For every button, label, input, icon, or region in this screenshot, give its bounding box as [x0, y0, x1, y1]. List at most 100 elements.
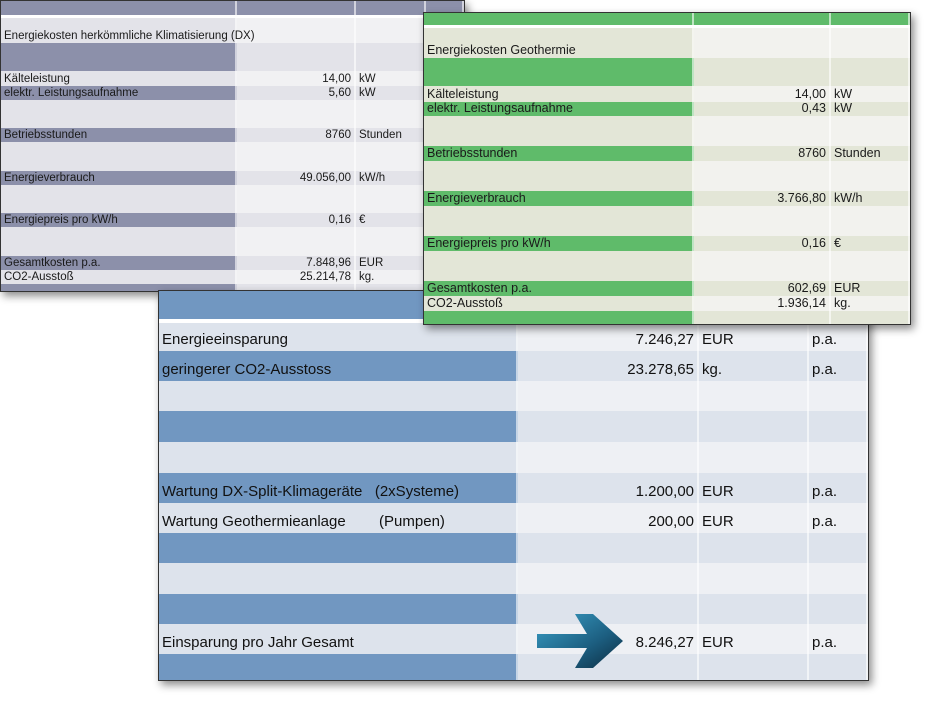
period-cell[interactable]: p.a.: [809, 323, 868, 351]
value-cell[interactable]: [694, 311, 831, 324]
value-cell[interactable]: [518, 563, 699, 594]
label-cell[interactable]: Energiekosten Geothermie: [424, 28, 694, 58]
value-cell[interactable]: 7.848,96: [237, 256, 356, 270]
unit-cell[interactable]: [356, 142, 426, 171]
label-cell[interactable]: geringerer CO2-Ausstoss: [159, 351, 518, 381]
value-cell[interactable]: 8760: [237, 128, 356, 142]
value-cell[interactable]: [694, 161, 831, 191]
value-cell[interactable]: 0,16: [237, 213, 356, 227]
period-cell[interactable]: p.a.: [809, 473, 868, 503]
label-cell[interactable]: [159, 563, 518, 594]
value-cell[interactable]: [237, 227, 356, 256]
value-cell[interactable]: 200,00: [518, 503, 699, 533]
label-cell[interactable]: Energiepreis pro kW/h: [1, 213, 237, 227]
value-cell[interactable]: [237, 43, 356, 71]
unit-cell[interactable]: EUR: [356, 256, 426, 270]
period-cell[interactable]: [809, 381, 868, 411]
label-cell[interactable]: [159, 654, 518, 680]
value-cell[interactable]: [237, 1, 356, 15]
unit-cell[interactable]: kW: [356, 86, 426, 100]
unit-cell[interactable]: [831, 251, 910, 281]
label-cell[interactable]: Energieverbrauch: [1, 171, 237, 185]
period-cell[interactable]: p.a.: [809, 624, 868, 654]
label-cell[interactable]: elektr. Leistungsaufnahme: [424, 101, 694, 116]
value-cell[interactable]: 1.936,14: [694, 296, 831, 311]
label-cell[interactable]: Einsparung pro Jahr Gesamt: [159, 624, 518, 654]
label-cell[interactable]: [1, 43, 237, 71]
label-cell[interactable]: [424, 58, 694, 86]
unit-cell[interactable]: kW: [831, 86, 910, 102]
unit-cell[interactable]: [356, 185, 426, 213]
unit-cell[interactable]: kW: [356, 71, 426, 86]
value-cell[interactable]: [694, 28, 831, 58]
unit-cell[interactable]: [699, 654, 809, 680]
value-cell[interactable]: [518, 411, 699, 442]
value-cell[interactable]: 602,69: [694, 281, 831, 296]
label-cell[interactable]: elektr. Leistungsaufnahme: [1, 86, 237, 100]
period-cell[interactable]: p.a.: [809, 503, 868, 533]
label-cell[interactable]: [1, 284, 237, 291]
unit-cell[interactable]: [831, 116, 910, 146]
value-cell[interactable]: 14,00: [694, 86, 831, 102]
unit-cell[interactable]: Stunden: [831, 146, 910, 161]
unit-cell[interactable]: [699, 563, 809, 594]
unit-cell[interactable]: [831, 311, 910, 324]
period-cell[interactable]: [809, 411, 868, 442]
value-cell[interactable]: 3.766,80: [694, 191, 831, 206]
label-cell[interactable]: [1, 227, 237, 256]
unit-cell[interactable]: €: [831, 236, 910, 251]
value-cell[interactable]: [694, 206, 831, 236]
label-cell[interactable]: CO2-Ausstoß: [1, 270, 237, 284]
unit-cell[interactable]: kg.: [356, 270, 426, 284]
unit-cell[interactable]: Stunden: [356, 128, 426, 142]
value-cell[interactable]: 0,16: [694, 236, 831, 251]
unit-cell[interactable]: [356, 100, 426, 128]
value-cell[interactable]: 0,43: [694, 101, 831, 116]
value-cell[interactable]: [694, 13, 831, 25]
label-cell[interactable]: Wartung DX-Split-Klimageräte (2xSysteme): [159, 473, 518, 503]
value-cell[interactable]: [518, 442, 699, 473]
period-cell[interactable]: [809, 654, 868, 680]
unit-cell[interactable]: [831, 161, 910, 191]
unit-cell[interactable]: [356, 18, 426, 43]
value-cell[interactable]: [518, 533, 699, 563]
unit-cell[interactable]: €: [356, 213, 426, 227]
label-cell[interactable]: Energieverbrauch: [424, 191, 694, 206]
value-cell[interactable]: [694, 116, 831, 146]
unit-cell[interactable]: [356, 1, 426, 15]
period-cell[interactable]: [809, 563, 868, 594]
unit-cell[interactable]: [699, 442, 809, 473]
unit-cell[interactable]: kW/h: [831, 191, 910, 206]
value-cell[interactable]: [237, 284, 356, 291]
label-cell[interactable]: [1, 1, 237, 15]
label-cell[interactable]: [424, 311, 694, 324]
value-cell[interactable]: 8760: [694, 146, 831, 161]
value-cell[interactable]: [237, 142, 356, 171]
unit-cell[interactable]: EUR: [831, 281, 910, 296]
value-cell[interactable]: 7.246,27: [518, 323, 699, 351]
label-cell[interactable]: [1, 142, 237, 171]
label-cell[interactable]: Kälteleistung: [424, 86, 694, 102]
label-cell[interactable]: [159, 442, 518, 473]
value-cell[interactable]: 1.200,00: [518, 473, 699, 503]
value-cell[interactable]: 25.214,78: [237, 270, 356, 284]
value-cell[interactable]: 14,00: [237, 71, 356, 86]
label-cell[interactable]: [159, 594, 518, 624]
period-cell[interactable]: [809, 533, 868, 563]
unit-cell[interactable]: [831, 58, 910, 86]
unit-cell[interactable]: EUR: [699, 323, 809, 351]
unit-cell[interactable]: [831, 206, 910, 236]
label-cell[interactable]: [424, 206, 694, 236]
value-cell[interactable]: [237, 100, 356, 128]
label-cell[interactable]: [424, 116, 694, 146]
unit-cell[interactable]: [699, 533, 809, 563]
value-cell[interactable]: [694, 251, 831, 281]
unit-cell[interactable]: kW/h: [356, 171, 426, 185]
label-cell[interactable]: Gesamtkosten p.a.: [424, 281, 694, 296]
label-cell[interactable]: [1, 185, 237, 213]
unit-cell[interactable]: kW: [831, 101, 910, 116]
label-cell[interactable]: Energiepreis pro kW/h: [424, 236, 694, 251]
label-cell[interactable]: Kälteleistung: [1, 71, 237, 86]
unit-cell[interactable]: [699, 411, 809, 442]
value-cell[interactable]: 5,60: [237, 86, 356, 100]
